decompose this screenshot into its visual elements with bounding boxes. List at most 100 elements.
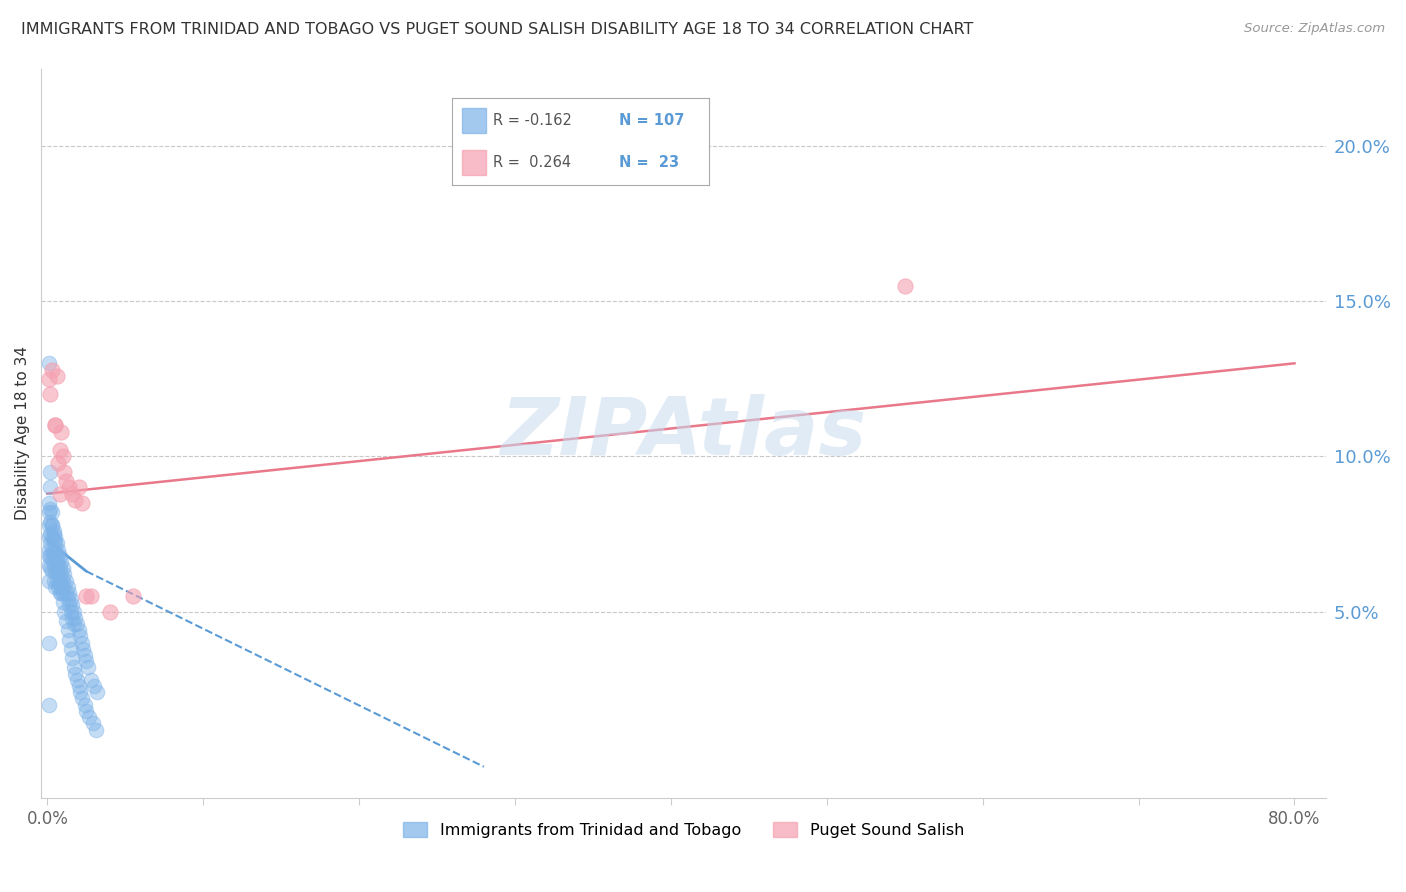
Point bbox=[41, 517, 63, 532]
Text: IMMIGRANTS FROM TRINIDAD AND TOBAGO VS PUGET SOUND SALISH DISABILITY AGE 18 TO 3: IMMIGRANTS FROM TRINIDAD AND TOBAGO VS P… bbox=[21, 22, 973, 37]
Point bbox=[41, 362, 63, 376]
Point bbox=[893, 278, 915, 293]
Point bbox=[38, 558, 60, 572]
Point bbox=[38, 356, 60, 370]
Point bbox=[58, 480, 80, 494]
Point bbox=[44, 552, 66, 566]
Point bbox=[56, 592, 79, 607]
Text: ZIPAtlas: ZIPAtlas bbox=[501, 394, 866, 472]
Point bbox=[38, 372, 60, 386]
Point bbox=[41, 552, 63, 566]
Point bbox=[44, 549, 66, 563]
Point bbox=[38, 542, 60, 557]
Point bbox=[55, 475, 77, 489]
Point bbox=[55, 614, 77, 628]
Point bbox=[98, 605, 121, 619]
Point bbox=[55, 586, 77, 600]
Point bbox=[42, 558, 65, 572]
Point bbox=[60, 486, 83, 500]
Point bbox=[38, 496, 60, 510]
Point bbox=[41, 530, 63, 544]
Point bbox=[60, 611, 83, 625]
Point bbox=[39, 549, 62, 563]
Point bbox=[41, 505, 63, 519]
Point bbox=[63, 605, 86, 619]
Point bbox=[77, 660, 100, 674]
Point bbox=[39, 387, 62, 401]
Point bbox=[42, 574, 65, 588]
Point bbox=[65, 666, 87, 681]
Point bbox=[39, 561, 62, 575]
Point bbox=[39, 527, 62, 541]
Point bbox=[53, 580, 76, 594]
Point bbox=[44, 418, 66, 433]
Point bbox=[46, 567, 69, 582]
Point bbox=[66, 617, 89, 632]
Point bbox=[58, 599, 80, 613]
Point bbox=[69, 685, 91, 699]
Point bbox=[70, 691, 93, 706]
Point bbox=[45, 574, 67, 588]
Point bbox=[49, 486, 72, 500]
Point bbox=[49, 561, 72, 575]
Point bbox=[58, 632, 80, 647]
Text: Source: ZipAtlas.com: Source: ZipAtlas.com bbox=[1244, 22, 1385, 36]
Point bbox=[67, 624, 90, 638]
Point bbox=[51, 586, 73, 600]
Point bbox=[46, 580, 69, 594]
Point bbox=[44, 580, 66, 594]
Point bbox=[70, 635, 93, 649]
Point bbox=[42, 524, 65, 538]
Point bbox=[46, 456, 69, 470]
Point bbox=[44, 530, 66, 544]
Point bbox=[49, 576, 72, 591]
Point bbox=[51, 555, 73, 569]
Point bbox=[49, 586, 72, 600]
Point bbox=[80, 673, 103, 687]
Point bbox=[49, 443, 72, 458]
Point bbox=[56, 624, 79, 638]
Point bbox=[44, 418, 66, 433]
Point bbox=[72, 641, 94, 656]
Point bbox=[67, 679, 90, 693]
Point bbox=[65, 492, 87, 507]
Point bbox=[122, 589, 145, 603]
Point bbox=[73, 698, 96, 712]
Point bbox=[82, 716, 104, 731]
Point bbox=[49, 574, 72, 588]
Point bbox=[52, 561, 75, 575]
Legend: Immigrants from Trinidad and Tobago, Puget Sound Salish: Immigrants from Trinidad and Tobago, Pug… bbox=[396, 816, 970, 845]
Point bbox=[38, 549, 60, 563]
Point bbox=[39, 515, 62, 529]
Point bbox=[53, 465, 76, 479]
Point bbox=[60, 599, 83, 613]
Point bbox=[41, 564, 63, 578]
Point bbox=[38, 698, 60, 712]
Point bbox=[80, 589, 103, 603]
Point bbox=[38, 635, 60, 649]
Point bbox=[83, 679, 105, 693]
Point bbox=[46, 542, 69, 557]
Point bbox=[41, 542, 63, 557]
Point bbox=[65, 611, 87, 625]
Point bbox=[46, 555, 69, 569]
Point bbox=[51, 580, 73, 594]
Point bbox=[42, 533, 65, 548]
Point bbox=[67, 480, 90, 494]
Point bbox=[75, 704, 97, 718]
Point bbox=[42, 546, 65, 560]
Point bbox=[44, 536, 66, 550]
Point bbox=[39, 465, 62, 479]
Point bbox=[49, 549, 72, 563]
Point bbox=[38, 574, 60, 588]
Point bbox=[51, 567, 73, 582]
Point bbox=[38, 505, 60, 519]
Point bbox=[38, 517, 60, 532]
Point bbox=[75, 654, 97, 668]
Point bbox=[59, 592, 82, 607]
Point bbox=[45, 549, 67, 563]
Point bbox=[58, 586, 80, 600]
Point bbox=[75, 589, 97, 603]
Point bbox=[39, 480, 62, 494]
Point bbox=[45, 368, 67, 383]
